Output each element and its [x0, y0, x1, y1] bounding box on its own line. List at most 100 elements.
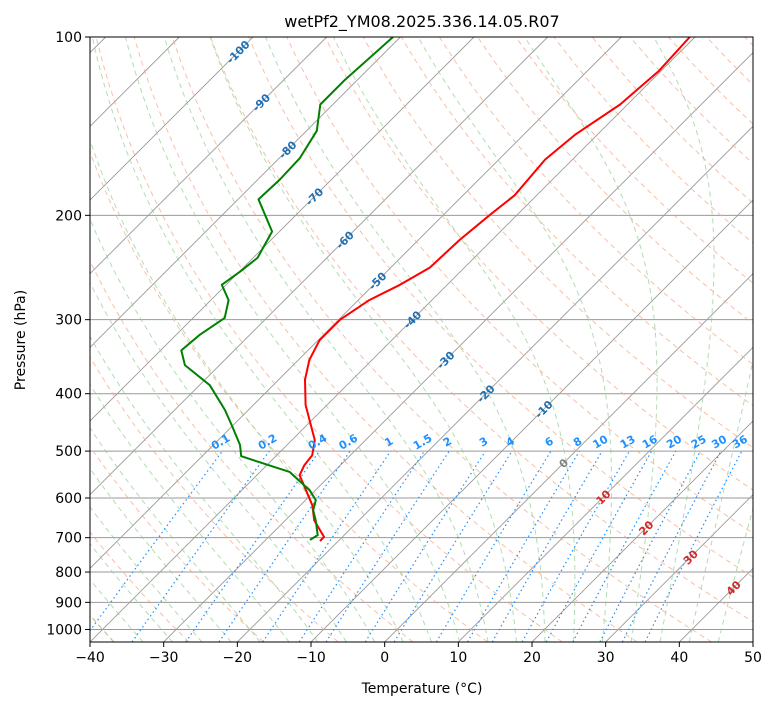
moist-adiabat-line: [0, 37, 231, 642]
dry-adiabat-line: [592, 37, 775, 642]
moist-adiabat-line: [0, 37, 260, 642]
isotherm-label: -70: [303, 185, 326, 208]
mixing-ratio-line: [600, 451, 701, 642]
isotherm-label: -10: [532, 398, 555, 421]
isotherm-line: [0, 37, 474, 642]
y-tick-label: 100: [55, 30, 82, 46]
mixing-ratio-line: [394, 451, 512, 642]
y-tick-label: 500: [55, 444, 82, 460]
mixing-ratio-line: [299, 451, 424, 642]
background-lines: [0, 37, 775, 642]
isotherm-label: -30: [434, 349, 457, 372]
mixing-ratio-label: 1: [382, 435, 395, 450]
mixing-ratio-line: [522, 451, 629, 642]
mixing-ratio-line: [645, 451, 742, 642]
mixing-ratio-label: 3: [477, 435, 490, 450]
dry-adiabat-line: [439, 37, 775, 642]
mixing-ratio-label: 1.5: [411, 432, 434, 453]
isotherm-label: -50: [366, 269, 389, 292]
mixing-ratio-line: [326, 451, 449, 642]
dry-adiabat-line: [0, 37, 338, 642]
y-tick-label: 400: [55, 387, 82, 403]
isotherm-label: -90: [250, 91, 273, 114]
moist-adiabat-line: [63, 37, 403, 642]
mixing-ratio-line: [82, 451, 223, 642]
isotherm-line: [0, 37, 400, 642]
mixing-ratio-line: [365, 451, 485, 642]
moist-adiabat-line: [210, 37, 516, 642]
dry-adiabat-line: [745, 37, 775, 642]
mixing-ratio-label: 6: [543, 434, 556, 449]
dry-adiabat-line: [134, 37, 637, 642]
mixing-ratio-label: 25: [689, 433, 709, 452]
isotherm-label: -20: [474, 382, 497, 405]
isotherm-line: [164, 37, 769, 642]
dry-adiabat-line: [478, 37, 775, 642]
isotherm-line: [458, 37, 775, 642]
isotherm-line: [0, 37, 327, 642]
mixing-ratio-label: 30: [709, 432, 729, 451]
isotherm-label: 40: [724, 578, 744, 598]
mixing-ratio-label: 0.1: [209, 432, 232, 453]
x-tick-label: 50: [744, 650, 762, 666]
isotherm-label: 0: [557, 456, 572, 471]
mixing-ratio-label: 10: [591, 432, 611, 451]
x-tick-label: −30: [149, 650, 179, 666]
moist-adiabat-line: [0, 37, 318, 642]
isotherm-label: -40: [401, 308, 424, 331]
isotherm-label: -100: [224, 38, 253, 67]
isotherm-label: -80: [276, 138, 299, 161]
isotherm-line: [0, 37, 548, 642]
x-tick-label: 10: [449, 650, 467, 666]
x-axis-label: Temperature (°C): [361, 681, 483, 697]
dry-adiabat-line: [96, 37, 562, 642]
mixing-ratio-label: 13: [618, 433, 638, 452]
dry-adiabat-line: [0, 37, 264, 642]
isotherm-label: -60: [334, 228, 357, 251]
moist-adiabat-line: [92, 37, 431, 642]
x-tick-label: −40: [75, 650, 105, 666]
x-tick-label: 40: [670, 650, 688, 666]
mixing-ratio-line: [132, 451, 269, 642]
x-tick-label: −20: [223, 650, 253, 666]
y-tick-label: 900: [55, 595, 82, 611]
dry-adiabat-line: [58, 37, 488, 642]
dry-adiabat-line: [707, 37, 775, 642]
mixing-ratio-label: 0.4: [306, 431, 330, 452]
temperature-profile-line: [300, 37, 690, 541]
moist-adiabat-line: [418, 37, 612, 642]
isotherm-line: [532, 37, 775, 642]
y-tick-label: 1000: [46, 622, 82, 638]
isotherm-label: 20: [636, 518, 656, 538]
dry-adiabat-line: [516, 37, 775, 642]
mixing-ratio-label: 20: [664, 432, 684, 451]
isotherm-line: [753, 37, 775, 642]
x-tick-label: 20: [523, 650, 541, 666]
moist-adiabat-line: [525, 37, 658, 642]
isotherm-line: [16, 37, 621, 642]
x-tick-label: 30: [597, 650, 615, 666]
mixing-ratio-label: 8: [571, 435, 584, 450]
mixing-ratio-line: [263, 451, 391, 642]
y-tick-label: 800: [55, 565, 82, 581]
mixing-ratio-line: [573, 451, 676, 642]
mixing-ratio-label: 16: [640, 432, 660, 451]
dry-adiabat-line: [20, 37, 413, 642]
x-tick-label: 0: [380, 650, 389, 666]
moist-adiabat-line: [654, 37, 714, 642]
y-tick-label: 600: [55, 491, 82, 507]
chart-title: wetPf2_YM08.2025.336.14.05.R07: [284, 12, 559, 32]
isotherm-line: [385, 37, 775, 642]
y-axis-label: Pressure (hPa): [13, 290, 29, 390]
y-tick-label: 200: [55, 208, 82, 224]
moist-adiabat-line: [689, 37, 775, 642]
moist-adiabat-line: [718, 37, 775, 642]
y-tick-label: 300: [55, 313, 82, 329]
isotherm-line: [90, 37, 695, 642]
x-tick-label: −10: [296, 650, 326, 666]
moist-adiabat-line: [164, 37, 488, 642]
isotherm-label: 10: [594, 487, 614, 507]
y-tick-label: 700: [55, 531, 82, 547]
